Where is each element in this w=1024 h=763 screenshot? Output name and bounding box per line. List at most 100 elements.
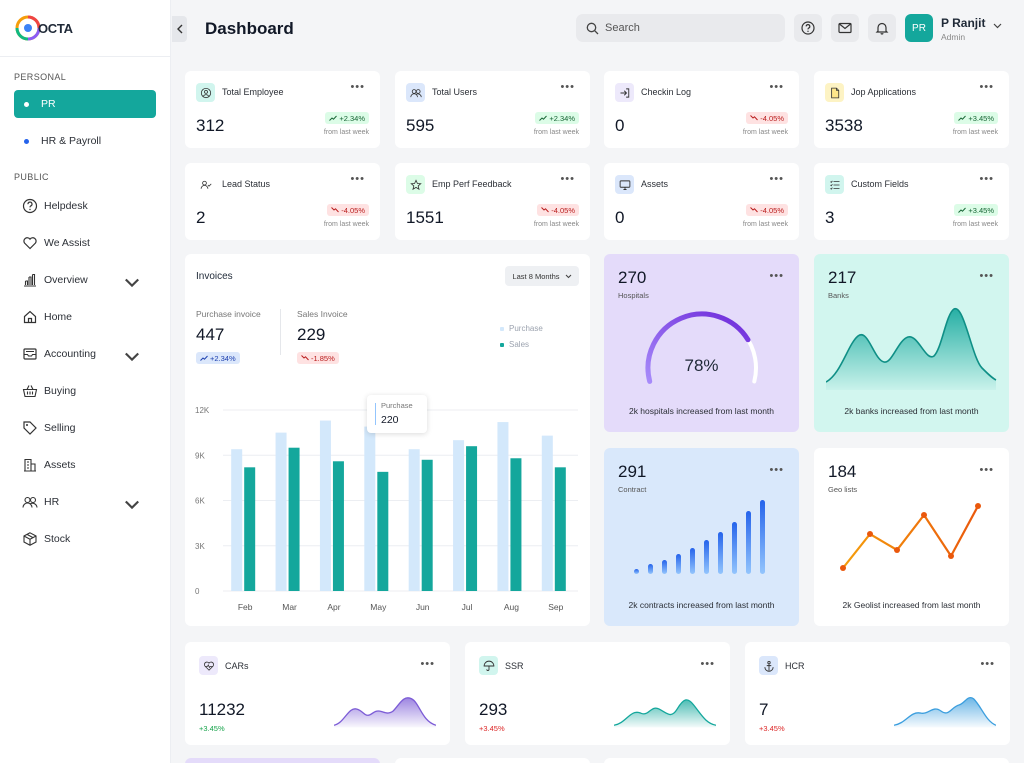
banks-value: 217 [828, 268, 857, 287]
sidebar-item-helpdesk[interactable]: Helpdesk [14, 192, 156, 220]
range-dropdown[interactable]: Last 8 Months [505, 266, 579, 286]
stat-card-emp-perf-feedback[interactable]: Emp Perf Feedback ••• 1551 -4.05% from last … [395, 163, 590, 240]
more-options-icon[interactable]: ••• [769, 81, 784, 93]
stat-label: Jop Applications [851, 87, 917, 97]
stat-card-custom-fields[interactable]: Custom Fields ••• 3 +3.45% from last week [814, 163, 1009, 240]
metric-sparkline [893, 694, 997, 733]
sidebar-item-pr[interactable]: PR [14, 90, 156, 118]
sidebar-item-selling[interactable]: Selling [14, 414, 156, 442]
sidebar-item-home[interactable]: Home [14, 303, 156, 331]
bar-sales-feb[interactable] [244, 467, 256, 591]
stat-value: 0 [615, 116, 625, 135]
home-icon [22, 309, 44, 325]
stat-card-total-users[interactable]: Total Users ••• 595 +2.34% from last week [395, 71, 590, 148]
chevron-down-icon[interactable] [993, 23, 1002, 29]
mail-button[interactable] [831, 14, 859, 42]
more-options-icon[interactable]: ••• [979, 81, 994, 93]
sidebar-item-hr-payroll[interactable]: HR & Payroll [14, 127, 156, 155]
trend-down-icon [750, 207, 759, 213]
sidebar-item-accounting[interactable]: Accounting [14, 340, 156, 368]
sidebar-item-overview[interactable]: Overview [14, 266, 156, 294]
bar-purchase-feb[interactable] [231, 449, 243, 591]
more-options-icon[interactable]: ••• [700, 658, 715, 670]
stat-value: 1551 [406, 208, 444, 227]
sidebar-item-assets[interactable]: Assets [14, 451, 156, 479]
change-value: -4.05% [760, 113, 784, 123]
bar-sales-apr[interactable] [332, 461, 344, 591]
bar-sales-may[interactable] [377, 471, 389, 591]
sidebar-item-hr[interactable]: HR [14, 488, 156, 516]
sidebar-item-label: Accounting [44, 348, 96, 360]
avatar[interactable]: PR [905, 14, 933, 42]
more-options-icon[interactable]: ••• [350, 173, 365, 185]
bar-sales-sep[interactable] [554, 467, 566, 591]
stat-label: Total Employee [222, 87, 284, 97]
stat-card-checkin-log[interactable]: Checkin Log ••• 0 -4.05% from last week [604, 71, 799, 148]
chevron-down-icon[interactable] [124, 275, 146, 294]
more-options-icon[interactable]: ••• [979, 464, 994, 476]
bar-purchase-sep[interactable] [541, 435, 553, 591]
sidebar-item-label: Helpdesk [44, 200, 88, 212]
trend-up-icon [958, 115, 967, 121]
collapse-sidebar-button[interactable] [172, 15, 187, 42]
search-input[interactable]: Search [576, 14, 785, 42]
help-button[interactable] [794, 14, 822, 42]
sidebar: OCTA PERSONAL PR HR & Payroll PUBLIC Hel… [0, 0, 171, 763]
more-options-icon[interactable]: ••• [979, 270, 994, 282]
change-value: +3.45% [968, 205, 994, 215]
change-badge: +3.45% [954, 112, 998, 124]
more-options-icon[interactable]: ••• [769, 270, 784, 282]
user-name[interactable]: P Ranjit [941, 16, 986, 30]
metric-card-cars[interactable]: CARs ••• 11232 +3.45% [185, 642, 450, 745]
more-options-icon[interactable]: ••• [350, 81, 365, 93]
divider [280, 309, 281, 355]
stat-card-assets[interactable]: Assets ••• 0 -4.05% from last week [604, 163, 799, 240]
sidebar-item-we-assist[interactable]: We Assist [14, 229, 156, 257]
stat-label: Assets [641, 179, 669, 189]
more-options-icon[interactable]: ••• [979, 173, 994, 185]
more-options-icon[interactable]: ••• [560, 173, 575, 185]
logo[interactable]: OCTA [0, 0, 170, 57]
change-value: +3.45% [968, 113, 994, 123]
chevron-down-icon[interactable] [124, 349, 146, 368]
bar-purchase-apr[interactable] [319, 420, 331, 591]
tooltip-marker [375, 403, 376, 425]
sidebar-item-label: HR [44, 496, 60, 508]
more-options-icon[interactable]: ••• [980, 658, 995, 670]
bar-purchase-aug[interactable] [497, 422, 509, 591]
bar-sales-mar[interactable] [288, 447, 300, 591]
chevron-down-icon[interactable] [124, 497, 146, 516]
bar-purchase-may[interactable] [364, 426, 376, 591]
change-badge: -4.05% [327, 204, 369, 216]
sidebar-item-stock[interactable]: Stock [14, 525, 156, 553]
trend-down-icon [541, 207, 550, 213]
stat-card-lead-status[interactable]: Lead Status ••• 2 -4.05% from last week [185, 163, 380, 240]
legend-swatch [500, 342, 504, 347]
sidebar-item-label: Home [44, 311, 73, 323]
bar-sales-jun[interactable] [421, 459, 433, 591]
more-options-icon[interactable]: ••• [769, 464, 784, 476]
dot-icon [24, 101, 29, 107]
bar-sales-aug[interactable] [510, 458, 522, 591]
logo-text: OCTA [38, 20, 73, 36]
stat-card-total-employee[interactable]: Total Employee ••• 312 +2.34% from last week [185, 71, 380, 148]
bar-sales-jul[interactable] [466, 446, 478, 591]
dot-icon [24, 138, 29, 144]
sidebar-item-buying[interactable]: Buying [14, 377, 156, 405]
user-circle-icon [196, 83, 215, 102]
metric-card-ssr[interactable]: SSR ••• 293 +3.45% [465, 642, 730, 745]
metric-card-hcr[interactable]: HCR ••• 7 +3.45% [745, 642, 1010, 745]
more-options-icon[interactable]: ••• [769, 173, 784, 185]
stat-card-jop-applications[interactable]: Jop Applications ••• 3538 +3.45% from last w… [814, 71, 1009, 148]
metric-value: 11232 [199, 700, 246, 719]
change-badge: +3.45% [954, 204, 998, 216]
banks-area-chart [826, 308, 997, 390]
bar-purchase-jul[interactable] [453, 440, 465, 591]
notifications-button[interactable] [868, 14, 896, 42]
more-options-icon[interactable]: ••• [560, 81, 575, 93]
users-icon [22, 494, 44, 510]
bar-purchase-mar[interactable] [275, 432, 287, 591]
bar-purchase-jun[interactable] [408, 449, 420, 591]
more-options-icon[interactable]: ••• [420, 658, 435, 670]
trend-down-icon [750, 115, 759, 121]
